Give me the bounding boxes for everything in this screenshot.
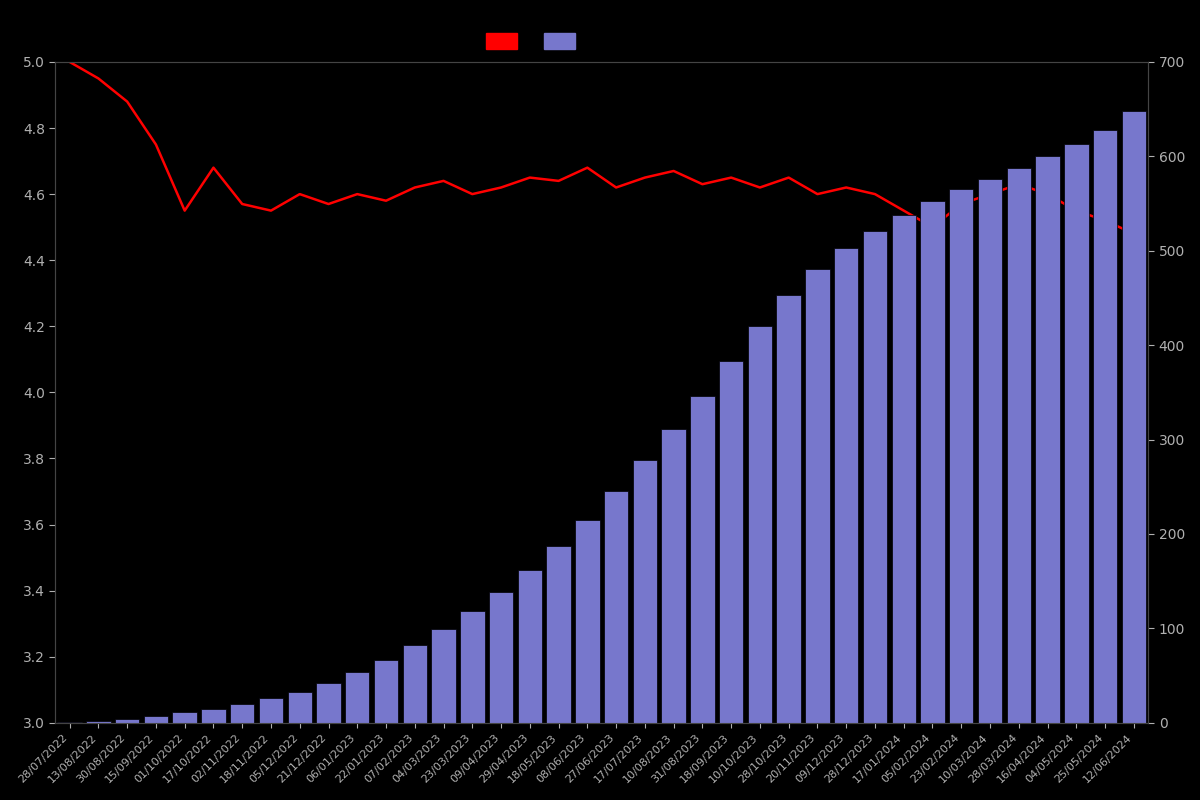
Bar xyxy=(202,709,226,722)
Bar xyxy=(144,716,168,722)
Bar xyxy=(575,520,600,722)
Bar xyxy=(805,269,829,722)
Bar xyxy=(230,704,254,722)
Bar xyxy=(288,692,312,722)
Bar xyxy=(374,659,398,722)
Bar xyxy=(776,295,800,722)
Bar xyxy=(115,719,139,722)
Bar xyxy=(402,646,427,722)
Legend: , : , xyxy=(486,33,586,49)
Bar xyxy=(517,570,542,722)
Bar xyxy=(173,712,197,722)
Bar xyxy=(460,611,485,722)
Bar xyxy=(546,546,571,722)
Bar xyxy=(719,362,743,722)
Bar xyxy=(863,231,887,722)
Bar xyxy=(1093,130,1117,722)
Bar xyxy=(949,190,973,722)
Bar xyxy=(690,396,715,722)
Bar xyxy=(1007,168,1031,722)
Bar xyxy=(978,179,1002,722)
Bar xyxy=(632,460,658,722)
Bar xyxy=(661,429,686,722)
Bar xyxy=(748,326,772,722)
Bar xyxy=(892,215,916,722)
Bar xyxy=(431,630,456,722)
Bar xyxy=(1036,156,1060,722)
Bar xyxy=(317,683,341,722)
Bar xyxy=(86,721,110,722)
Bar xyxy=(1122,111,1146,722)
Bar xyxy=(488,591,514,722)
Bar xyxy=(920,201,944,722)
Bar xyxy=(834,248,858,722)
Bar xyxy=(346,672,370,722)
Bar xyxy=(1064,144,1088,722)
Bar xyxy=(259,698,283,722)
Bar xyxy=(604,491,629,722)
